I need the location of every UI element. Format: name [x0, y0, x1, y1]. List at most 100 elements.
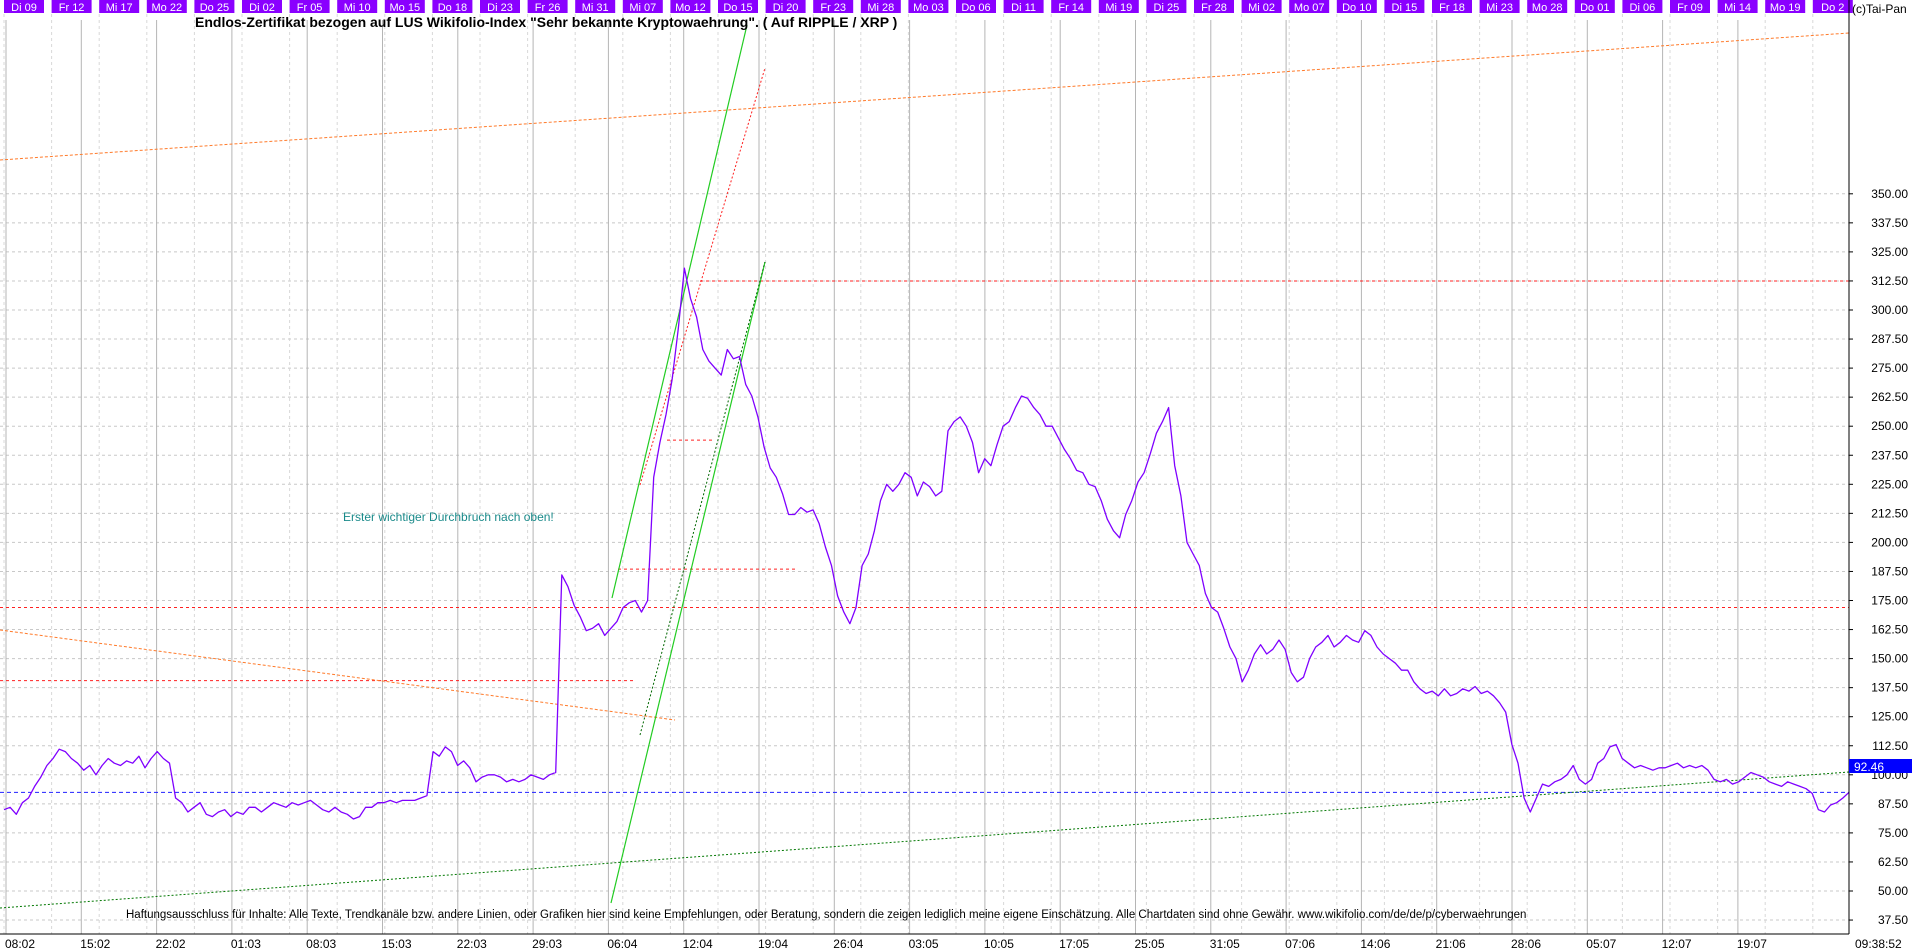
bottom-tick-label: 22:03	[457, 937, 487, 951]
top-tick-label: Fr 14	[1058, 2, 1084, 14]
top-tick-label: Do 25	[200, 2, 229, 14]
top-tick-box	[1670, 0, 1710, 13]
top-tick-label: Mo 15	[390, 2, 421, 14]
price-tick-label: 250.00	[1871, 419, 1908, 433]
bottom-tick-label: 15:03	[381, 937, 411, 951]
trend-lines	[0, 24, 1850, 909]
top-tick-label: Do 10	[1342, 2, 1371, 14]
bottom-date-axis: 08:02 15:02 22:02 01:03 08:03 15:03 22:03 29:03…	[0, 933, 1849, 951]
top-tick-box	[384, 0, 425, 13]
bottom-tick-label: 01:03	[231, 937, 261, 951]
bottom-tick-label: 05:07	[1586, 937, 1616, 951]
price-tick-label: 50.00	[1878, 884, 1908, 898]
bottom-tick-label: 08:02	[5, 937, 35, 951]
price-tick-label: 162.50	[1871, 623, 1908, 637]
price-tick-label: 175.00	[1871, 594, 1908, 608]
price-tick-label: 337.50	[1871, 216, 1908, 230]
top-tick-label: Mi 17	[106, 2, 133, 14]
top-tick-label: Do 18	[438, 2, 467, 14]
top-tick-box	[4, 0, 44, 13]
top-tick-label: Mi 31	[582, 2, 609, 14]
price-tick-label: 200.00	[1871, 535, 1908, 549]
price-tick-label: 225.00	[1871, 477, 1908, 491]
bottom-tick-label: 19:07	[1737, 937, 1767, 951]
top-tick-box	[1622, 0, 1663, 13]
top-tick-label: Fr 12	[59, 2, 85, 14]
price-tick-label: 312.50	[1871, 274, 1908, 288]
top-tick-box	[813, 0, 854, 13]
price-tick-label: 237.50	[1871, 448, 1908, 462]
price-tick-label: 275.00	[1871, 361, 1908, 375]
top-tick-box	[51, 0, 92, 13]
price-tick-label: 187.50	[1871, 564, 1908, 578]
top-tick-box	[1146, 0, 1187, 13]
price-tick-label: 287.50	[1871, 332, 1908, 346]
up-channel-lower-line	[610, 261, 766, 904]
top-tick-box	[956, 0, 996, 13]
top-tick-box	[1384, 0, 1425, 13]
up-support-dotted-line	[639, 261, 766, 736]
top-tick-label: Mi 07	[629, 2, 656, 14]
chart-title: Endlos-Zertifikat bezogen auf LUS Wikifo…	[195, 14, 897, 30]
top-tick-box	[194, 0, 235, 13]
top-date-axis: Di 09 Fr 12 Mi 17 Mo 22 Do 25 Di 02 Fr 05 Mi 10…	[0, 0, 1853, 14]
price-tick-label: 62.50	[1878, 855, 1908, 869]
up-resistance-dotted-line	[639, 67, 766, 486]
bottom-tick-label: 17:05	[1059, 937, 1089, 951]
top-tick-label: Do 2	[1821, 2, 1844, 14]
top-tick-label: Mi 14	[1724, 2, 1751, 14]
top-tick-label: Di 23	[487, 2, 513, 14]
top-tick-label: Mo 22	[152, 2, 183, 14]
top-tick-box	[1717, 0, 1758, 13]
top-tick-box	[1432, 0, 1472, 13]
bottom-tick-label: 15:02	[80, 937, 110, 951]
top-tick-box	[337, 0, 378, 13]
price-tick-label: 262.50	[1871, 390, 1908, 404]
series-layer	[3, 267, 1850, 820]
top-tick-box	[1241, 0, 1282, 13]
top-tick-box	[860, 0, 901, 13]
top-tick-box	[1336, 0, 1377, 13]
price-tick-label: 37.50	[1878, 913, 1908, 927]
bottom-tick-label: 10:05	[984, 937, 1014, 951]
top-tick-label: Mi 10	[344, 2, 371, 14]
top-tick-box	[146, 0, 187, 13]
upper-channel-line	[0, 32, 1850, 161]
bottom-tick-label: 25:05	[1134, 937, 1164, 951]
price-tick-label: 325.00	[1871, 245, 1908, 259]
top-tick-box	[622, 0, 663, 13]
bottom-tick-label: 28:06	[1511, 937, 1541, 951]
top-tick-box	[1194, 0, 1234, 13]
bottom-tick-label: 14:06	[1360, 937, 1390, 951]
top-tick-label: Do 06	[961, 2, 990, 14]
top-tick-box	[765, 0, 806, 13]
bottom-tick-label: 26:04	[833, 937, 863, 951]
top-tick-label: Mo 07	[1294, 2, 1325, 14]
top-tick-label: Di 06	[1630, 2, 1656, 14]
price-tick-label: 87.50	[1878, 797, 1908, 811]
bottom-tick-label: 12:04	[683, 937, 713, 951]
last-value-badge	[1849, 759, 1912, 773]
top-tick-label: Mo 19	[1770, 2, 1801, 14]
price-tick-label: 125.00	[1871, 710, 1908, 724]
bottom-tick-label: 19:04	[758, 937, 788, 951]
price-tick-label: 150.00	[1871, 652, 1908, 666]
bottom-tick-label: 06:04	[607, 937, 637, 951]
bottom-tick-label: 22:02	[156, 937, 186, 951]
top-tick-label: Mi 23	[1486, 2, 1513, 14]
price-axis: 37.5050.0062.5075.0087.50100.00112.50125…	[1848, 0, 1908, 934]
top-tick-box	[480, 0, 520, 13]
top-tick-box	[908, 0, 949, 13]
bottom-tick-label: 29:03	[532, 937, 562, 951]
top-tick-box	[289, 0, 330, 13]
top-tick-label: Do 01	[1580, 2, 1609, 14]
bottom-tick-label: 08:03	[306, 937, 336, 951]
top-tick-label: Di 11	[1011, 2, 1036, 14]
top-tick-label: Mo 12	[675, 2, 706, 14]
top-tick-label: Di 15	[1392, 2, 1418, 14]
top-tick-box	[1098, 0, 1139, 13]
top-tick-box	[432, 0, 473, 13]
top-tick-label: Mo 28	[1532, 2, 1563, 14]
top-tick-label: Do 15	[723, 2, 752, 14]
